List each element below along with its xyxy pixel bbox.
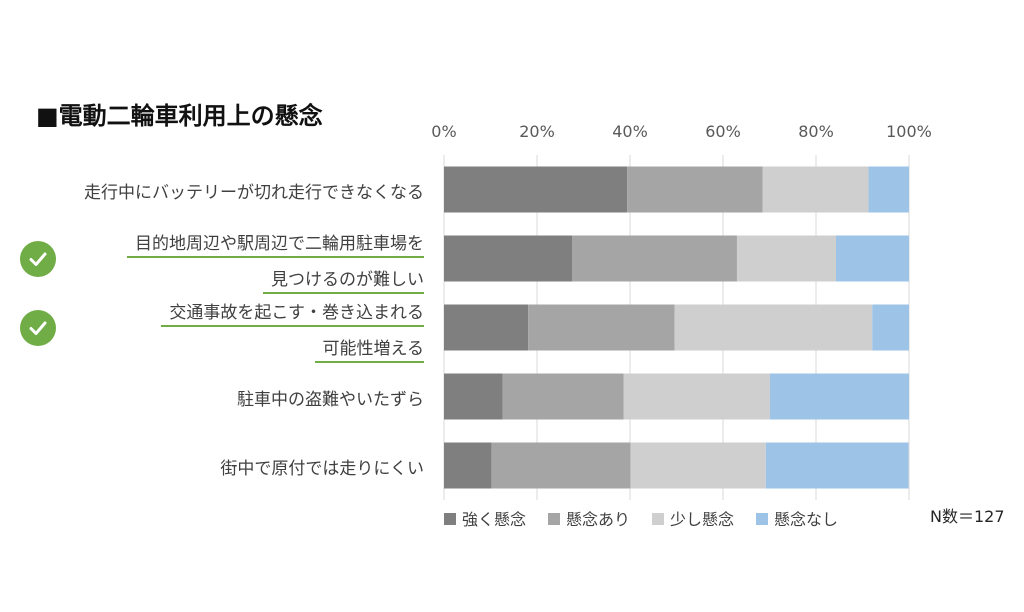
legend-swatch	[652, 513, 664, 525]
highlight-underline	[127, 255, 424, 258]
category-label: 交通事故を起こす・巻き込まれる	[169, 302, 424, 323]
legend-label: 強く懸念	[462, 510, 526, 529]
bar-segment	[444, 235, 573, 282]
x-tick-label: 100%	[886, 122, 932, 141]
bar-segment	[765, 442, 909, 489]
highlight-underline	[161, 324, 424, 327]
bar-segment	[528, 304, 675, 351]
highlight-underline	[314, 360, 424, 363]
bar-segment	[502, 373, 624, 420]
bar-segment	[762, 166, 869, 213]
bar-segment	[444, 304, 529, 351]
bar-segment	[491, 442, 631, 489]
bar-segment	[572, 235, 737, 282]
bar-segment	[623, 373, 770, 420]
category-label: 見つけるのが難しい	[271, 269, 424, 290]
x-tick-label: 60%	[705, 122, 741, 141]
legend-swatch	[548, 513, 560, 525]
category-label: 走行中にバッテリーが切れ走行できなくなる	[84, 182, 424, 203]
check-circle-icon	[20, 309, 56, 346]
bar-segment	[627, 166, 763, 213]
x-tick-label: 80%	[798, 122, 834, 141]
sample-size-note: N数＝127	[930, 507, 1005, 526]
category-label: 目的地周辺や駅周辺で二輪用駐車場を	[135, 233, 424, 254]
legend-swatch	[756, 513, 768, 525]
x-tick-label: 0%	[431, 122, 456, 141]
bar-segment	[868, 166, 909, 213]
x-tick-label: 20%	[519, 122, 555, 141]
bar-segment	[769, 373, 909, 420]
chart-title: ■電動二輪車利用上の懸念	[36, 102, 323, 130]
legend-swatch	[444, 513, 456, 525]
bar-segment	[674, 304, 873, 351]
category-label: 街中で原付では走りにくい	[220, 458, 424, 479]
bar-segment	[736, 235, 836, 282]
bar-segment	[630, 442, 766, 489]
bar-segment	[444, 166, 628, 213]
bar-segment	[872, 304, 909, 351]
legend-label: 少し懸念	[670, 510, 734, 529]
category-label: 可能性増える	[322, 338, 425, 359]
bar-segment	[835, 235, 909, 282]
legend-label: 懸念あり	[566, 510, 630, 529]
highlight-underline	[263, 291, 424, 294]
bar-segment	[444, 442, 492, 489]
check-circle-icon	[20, 240, 56, 277]
category-label: 駐車中の盗難やいたずら	[237, 389, 424, 410]
bar-segment	[444, 373, 503, 420]
x-tick-label: 40%	[612, 122, 648, 141]
legend-label: 懸念なし	[774, 510, 838, 529]
